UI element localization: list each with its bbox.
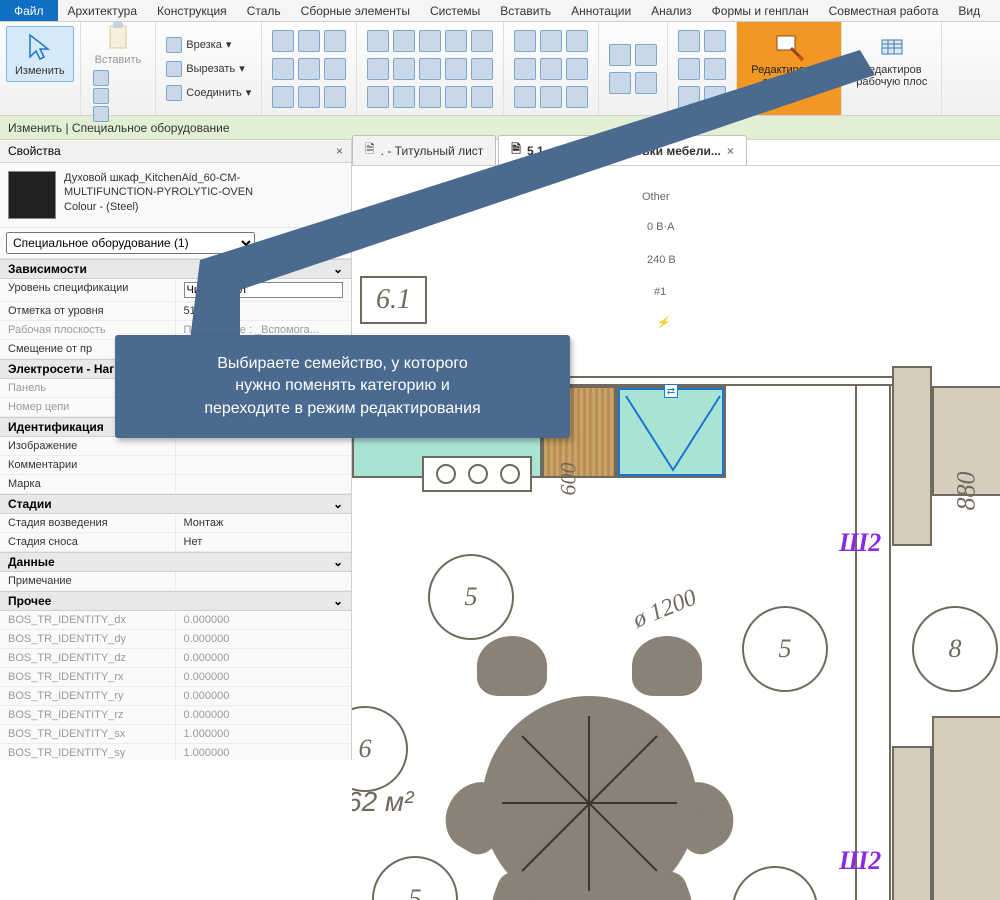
prop-row: BOS_TR_IDENTITY_sy1.000000: [0, 744, 351, 760]
door-tag: Ш2: [839, 846, 881, 876]
paste-label: Вставить: [95, 54, 142, 66]
chair[interactable]: [477, 636, 547, 696]
workplane-icon: [876, 30, 908, 62]
callout-line: нужно поменять категорию и: [139, 375, 546, 397]
prop-row: BOS_TR_IDENTITY_ry0.000000: [0, 687, 351, 706]
sliding-door[interactable]: [855, 386, 891, 900]
section-phasing[interactable]: Стадии⌄: [0, 494, 351, 514]
menu-item[interactable]: Конструкция: [147, 2, 237, 20]
callout-line: Выбираете семейство, у которого: [139, 353, 546, 375]
tag-circle[interactable]: 8: [912, 606, 998, 692]
menu-item[interactable]: Системы: [420, 2, 490, 20]
prop-row: BOS_TR_IDENTITY_dy0.000000: [0, 630, 351, 649]
modify-button[interactable]: Изменить: [6, 26, 74, 82]
menu-item[interactable]: Анализ: [641, 2, 702, 20]
menu-item[interactable]: Сталь: [237, 2, 291, 20]
section-data[interactable]: Данные⌄: [0, 552, 351, 572]
tag-circle[interactable]: 5: [372, 856, 458, 900]
menu-item[interactable]: Аннотации: [561, 2, 641, 20]
ribbon-icon[interactable]: [93, 106, 109, 122]
ribbon-clipboard-group: Вставить: [81, 22, 157, 115]
menu-item[interactable]: Уп: [990, 2, 1000, 20]
modify-label: Изменить: [15, 65, 65, 77]
tag-circle[interactable]: 6: [352, 706, 408, 792]
prop-row: BOS_TR_IDENTITY_dz0.000000: [0, 649, 351, 668]
menu-item[interactable]: Формы и генплан: [702, 2, 819, 20]
callout-arrow: [180, 40, 880, 370]
properties-title-label: Свойства: [8, 144, 61, 158]
clipboard-icon: [102, 20, 134, 52]
section-other[interactable]: Прочее⌄: [0, 591, 351, 611]
prop-row: BOS_TR_IDENTITY_dx0.000000: [0, 611, 351, 630]
prop-row: Марка: [0, 475, 351, 494]
tag-circle[interactable]: 5: [428, 554, 514, 640]
prop-row: Стадия возведенияМонтаж: [0, 514, 351, 533]
prop-row: Изображение: [0, 437, 351, 456]
hob[interactable]: [422, 456, 532, 492]
ribbon-icon[interactable]: [93, 70, 109, 86]
family-thumbnail: [8, 171, 56, 219]
dim-label: ø 1200: [629, 585, 700, 635]
table-cross-icon: [482, 696, 697, 900]
chair[interactable]: [632, 636, 702, 696]
menu-file[interactable]: Файл: [0, 0, 58, 21]
dim-label: 880: [952, 472, 982, 511]
prop-row: Примечание: [0, 572, 351, 591]
tag-circle[interactable]: [732, 866, 818, 900]
wall-chunk: [932, 716, 1000, 900]
prop-row: Стадия сносаНет: [0, 533, 351, 552]
callout-line: переходите в режим редактирования: [139, 398, 546, 420]
prop-row: BOS_TR_IDENTITY_rx0.000000: [0, 668, 351, 687]
prop-row: BOS_TR_IDENTITY_rz0.000000: [0, 706, 351, 725]
menu-item[interactable]: Вставить: [490, 2, 561, 20]
callout-tooltip: Выбираете семейство, у которого нужно по…: [115, 335, 570, 438]
menu-bar: Файл Архитектура Конструкция Сталь Сборн…: [0, 0, 1000, 22]
flip-handle[interactable]: ⇄: [664, 384, 678, 398]
prop-row: BOS_TR_IDENTITY_sx1.000000: [0, 725, 351, 744]
menu-item[interactable]: Сборные элементы: [291, 2, 420, 20]
oven-icon: [620, 390, 726, 478]
selected-oven[interactable]: ⇄: [618, 388, 724, 476]
menu-item[interactable]: Вид: [948, 2, 990, 20]
tag-circle[interactable]: 5: [742, 606, 828, 692]
ribbon-modify-group: Изменить: [0, 22, 81, 115]
prop-row: Комментарии: [0, 456, 351, 475]
dim-label: 600: [556, 463, 582, 496]
door-tag: Ш2: [839, 528, 881, 558]
ribbon-icon[interactable]: [93, 88, 109, 104]
cursor-icon: [24, 31, 56, 63]
menu-item[interactable]: Совместная работа: [819, 2, 949, 20]
wall: [892, 366, 932, 546]
paste-button[interactable]: Вставить: [87, 16, 150, 70]
area-label: 62 м²: [352, 786, 413, 819]
wall: [892, 746, 932, 900]
